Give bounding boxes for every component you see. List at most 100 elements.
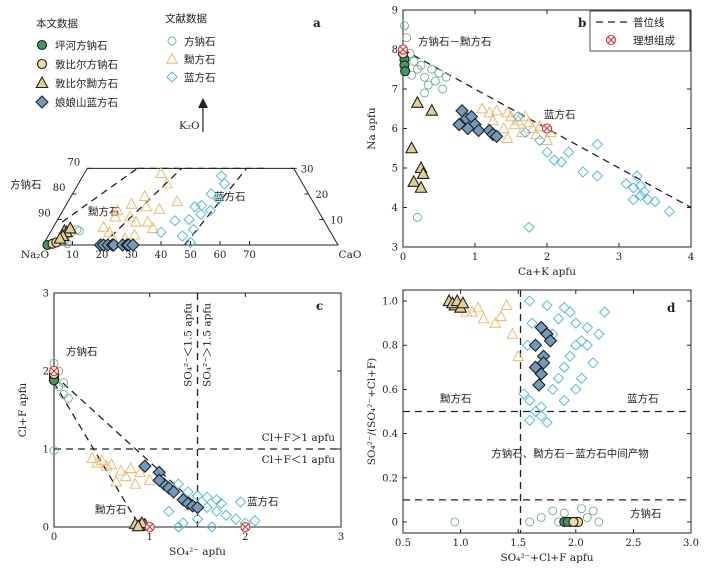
point-litLaz [195, 208, 207, 220]
point-litLaz [201, 491, 213, 503]
point-litNos [160, 177, 173, 189]
point-litLaz [562, 146, 575, 158]
ideal-cross [146, 523, 154, 531]
point-litSod [594, 517, 604, 527]
point-litSod [588, 506, 598, 516]
y-tick-label: 1 [43, 445, 49, 456]
point-litNos [487, 114, 499, 126]
x-tick-label: 0.5 [395, 538, 411, 549]
point-litLaz [620, 178, 632, 190]
point-dunNos [456, 296, 470, 309]
point-lazurite [152, 473, 167, 487]
k2o-arrow-label: K₂O [179, 120, 200, 132]
point-dunNos [414, 180, 428, 193]
ternary-bottom-label: 20 [96, 250, 109, 261]
point-litLaz [577, 166, 589, 178]
point-litNos [153, 202, 166, 214]
point-litLaz [172, 478, 185, 490]
x-tick-label: 1.5 [510, 538, 526, 549]
point-litNos [146, 221, 159, 233]
point-litLaz [634, 180, 647, 192]
point-litNos [129, 477, 142, 489]
point-litLaz [172, 521, 185, 533]
point-litNos [86, 451, 99, 463]
point-litLaz [206, 521, 218, 533]
point-litSod [430, 76, 440, 86]
point-dunNos [407, 174, 421, 187]
point-litLaz [176, 230, 189, 242]
point-litNos [129, 215, 142, 227]
point-litLaz [631, 170, 643, 182]
point-litSod [548, 506, 558, 516]
ternary-bottom-label: 30 [125, 250, 138, 261]
y-tick-label: 0 [43, 523, 49, 534]
point-dunNos [405, 141, 419, 154]
x-tick-label: 2.0 [568, 538, 584, 549]
label-lazurite: 蓝方石 [247, 495, 279, 508]
ternary-left-label: 80 [53, 183, 66, 194]
point-litSod [525, 517, 535, 527]
point-ideal [541, 123, 553, 134]
x-tick-label: 1.0 [453, 538, 469, 549]
point-litLaz [155, 226, 167, 238]
point-lazurite [461, 121, 475, 136]
vertex-cao: CaO [339, 249, 362, 261]
point-litNos [483, 106, 496, 118]
point-litLaz [570, 317, 582, 329]
point-litNos [515, 126, 528, 138]
legend-item-label: 敦比尔黝方石 [55, 77, 118, 90]
trend-line-upper [53, 374, 197, 505]
legend-item-label: 敦比尔方钠石 [55, 58, 118, 71]
point-ideal [48, 365, 60, 377]
label-nosean: 黝方石 [440, 392, 472, 405]
point-lazurite [471, 123, 486, 138]
point-litSod [559, 508, 569, 518]
label-sodalite: 方钠石 [630, 507, 662, 520]
point-litNos [141, 215, 154, 227]
ideal-cross [399, 46, 407, 53]
point-litNos [114, 464, 127, 476]
point-litLaz [201, 501, 213, 514]
label-intermediate: 方钠石、黝方石－蓝方石中间产物 [491, 447, 649, 460]
point-lazurite [528, 338, 543, 353]
point-litLaz [581, 339, 593, 351]
y-tick-label: 2 [43, 367, 49, 378]
x-tick-label: 1 [146, 532, 152, 543]
ideal-cross [50, 367, 58, 375]
point-litLaz [535, 401, 547, 413]
point-litSod [399, 21, 409, 31]
point-ideal [144, 521, 155, 533]
point-litLaz [570, 339, 582, 351]
point-litLaz [218, 178, 231, 190]
ternary-bottom-label: 40 [155, 250, 168, 261]
point-litLaz [642, 193, 654, 206]
point-litLaz [210, 494, 223, 506]
point-litLaz [547, 383, 559, 396]
field-boundary [184, 167, 248, 246]
legend-group-lit: 文献数据 [165, 12, 207, 25]
point-lazurite [126, 238, 140, 252]
point-litNos [134, 465, 147, 477]
label-sodalite-nosean: 方钠石－黝方石 [418, 35, 492, 48]
point-litSod [416, 60, 426, 70]
legend-marker-dunNos [35, 75, 49, 89]
label-nosean: 黝方石 [95, 503, 127, 516]
x-tick-label: 2 [242, 532, 248, 543]
field-boundary [61, 167, 138, 223]
legend-lit-label: 黝方石 [184, 53, 216, 66]
point-litSod [423, 80, 433, 90]
y-axis-label: Na apfu [366, 107, 378, 150]
point-litNos [110, 475, 123, 487]
legend-marker-lazurite [35, 95, 49, 109]
point-litLaz [649, 195, 661, 208]
point-litLaz [204, 204, 217, 217]
legend-line-label: 普位线 [633, 16, 665, 29]
y-tick-label: 0.6 [382, 385, 398, 396]
point-dunNos [425, 103, 439, 116]
ternary-bottom-label: 50 [184, 250, 197, 261]
point-litLaz [552, 313, 565, 325]
point-dunNos [410, 95, 425, 108]
